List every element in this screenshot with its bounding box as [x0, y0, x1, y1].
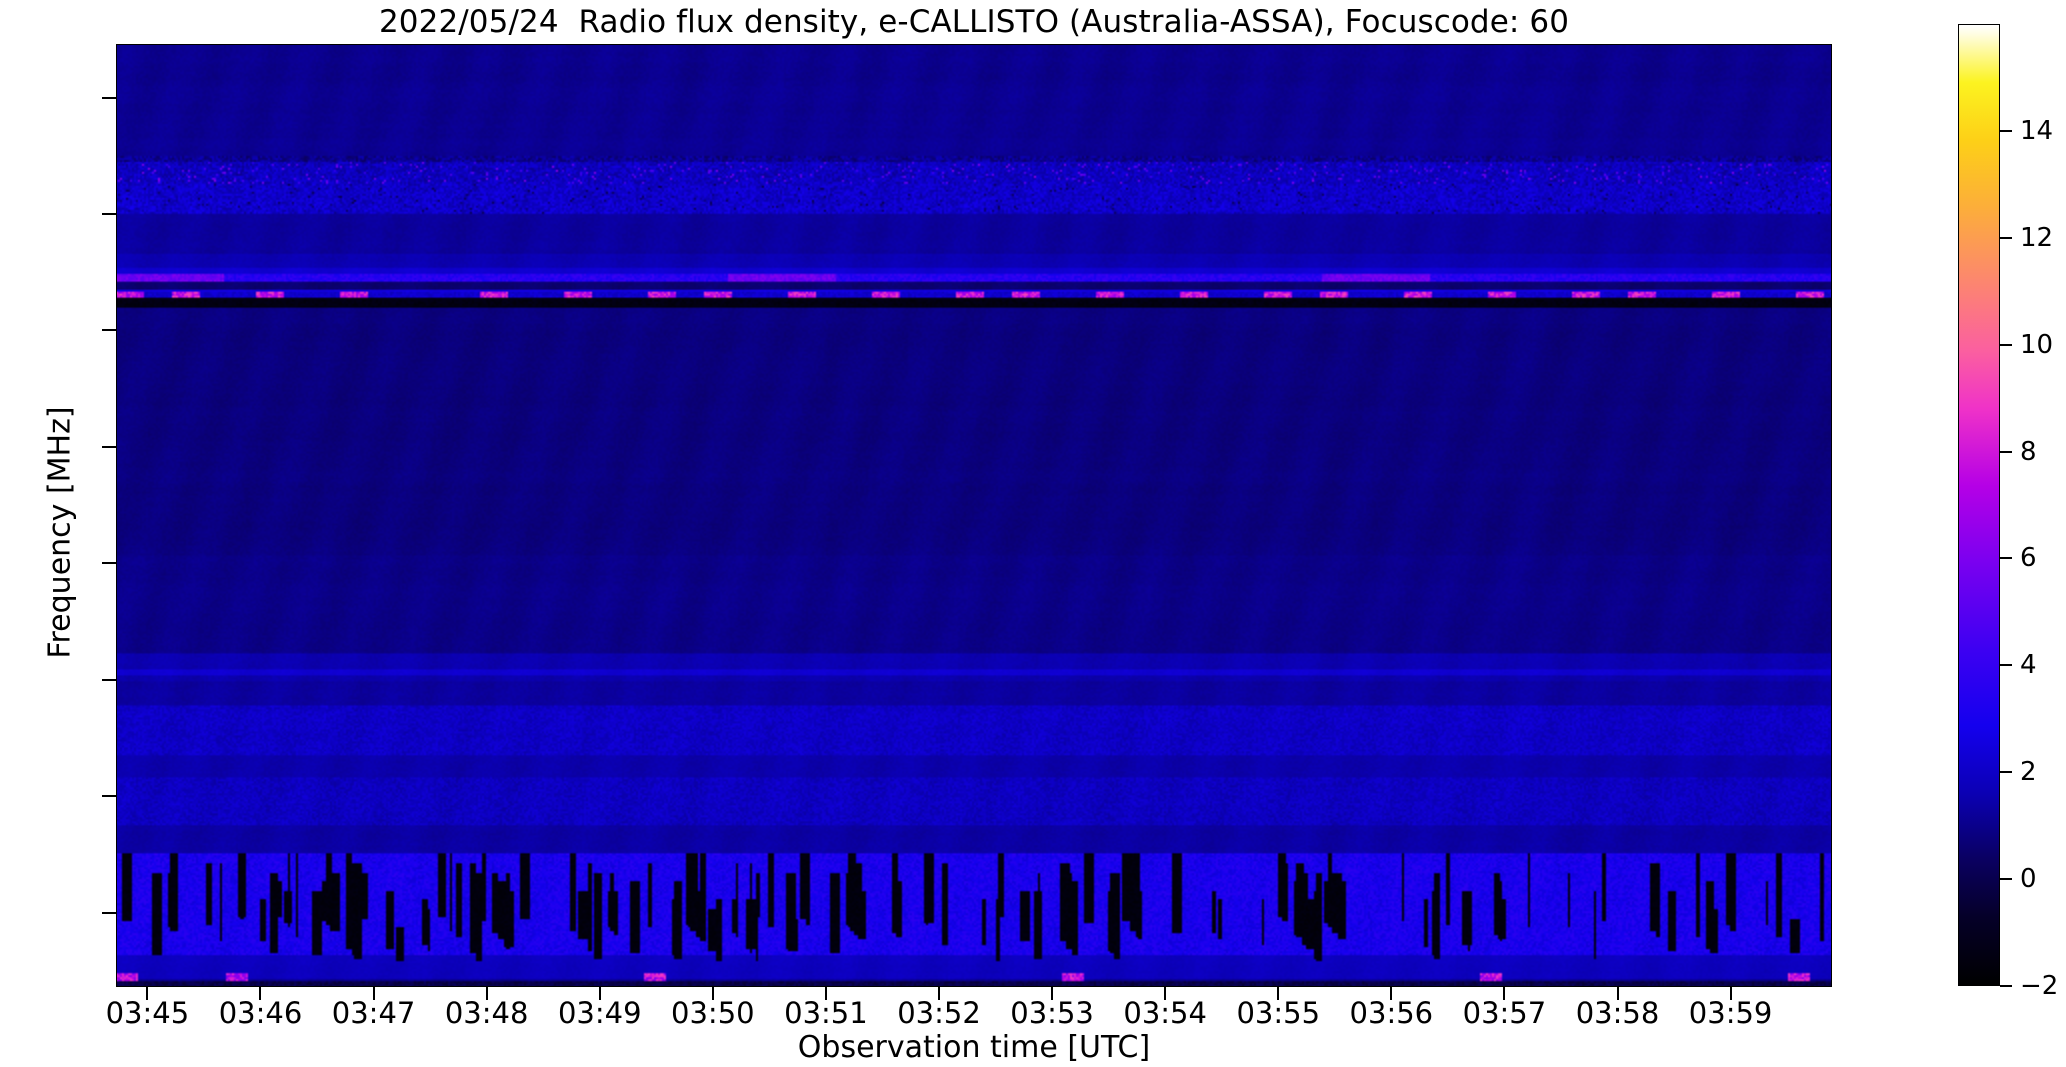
colorbar-tick-mark [2000, 878, 2012, 881]
x-tick-mark [1277, 987, 1280, 1000]
x-tick-mark [146, 987, 149, 1000]
x-tick-mark [1503, 987, 1506, 1000]
x-tick-label: 03:50 [671, 996, 755, 1030]
x-tick-label: 03:56 [1349, 996, 1434, 1030]
colorbar-tick-mark [2000, 450, 2012, 453]
x-tick-label: 03:49 [557, 996, 642, 1030]
x-tick-label: 03:54 [1123, 996, 1207, 1030]
colorbar-tick-mark [2000, 236, 2012, 239]
x-tick-mark [598, 987, 601, 1000]
x-tick-mark [1164, 987, 1167, 1000]
x-tick-label: 03:53 [1010, 996, 1094, 1030]
x-tick-mark [485, 987, 488, 1000]
colorbar-tick-label: −2 [2020, 971, 2059, 1001]
x-tick-mark [1729, 987, 1732, 1000]
colorbar-tick-mark [2000, 343, 2012, 346]
y-tick-mark [102, 562, 116, 565]
x-tick-mark [1051, 987, 1054, 1000]
x-tick-mark [824, 987, 827, 1000]
colorbar-tick-label: 4 [2020, 650, 2037, 681]
x-tick-label: 03:46 [218, 996, 303, 1030]
x-tick-label: 03:51 [784, 996, 868, 1030]
colorbar-tick-mark [2000, 664, 2012, 667]
colorbar-tick-label: 6 [2020, 543, 2037, 574]
x-tick-mark [372, 987, 375, 1000]
x-tick-mark [1390, 987, 1393, 1000]
spectrogram-plot-area[interactable] [116, 44, 1832, 987]
y-tick-mark [102, 329, 116, 332]
x-tick-label: 03:48 [444, 996, 529, 1030]
y-tick-mark [102, 445, 116, 448]
x-tick-mark [1616, 987, 1619, 1000]
x-tick-label: 03:58 [1575, 996, 1660, 1030]
x-tick-label: 03:57 [1462, 996, 1547, 1030]
x-tick-label: 03:47 [331, 996, 416, 1030]
colorbar-tick-mark [2000, 985, 2012, 987]
x-tick-label: 03:45 [105, 996, 190, 1030]
x-tick-mark [937, 987, 940, 1000]
y-tick-mark [102, 795, 116, 798]
x-tick-label: 03:52 [897, 996, 981, 1030]
colorbar-tick-label: 2 [2020, 757, 2037, 788]
colorbar-tick-mark [2000, 557, 2012, 560]
x-tick-label: 03:59 [1688, 996, 1773, 1030]
colorbar-tick-label: 14 [2020, 115, 2054, 146]
colorbar-tick-label: 10 [2020, 329, 2054, 360]
x-tick-mark [259, 987, 262, 1000]
colorbar-tick-mark [2000, 129, 2012, 132]
spectrogram-image [116, 44, 1832, 987]
colorbar [1958, 24, 2000, 986]
y-tick-mark [102, 96, 116, 99]
x-axis-label: Observation time [UTC] [797, 1030, 1151, 1065]
y-tick-mark [102, 213, 116, 216]
x-tick-mark [711, 987, 714, 1000]
y-axis-label: Frequency [MHz] [42, 406, 78, 659]
page-title: 2022/05/24 Radio flux density, e-CALLIST… [378, 4, 1570, 40]
y-tick-mark [102, 911, 116, 914]
colorbar-tick-label: 8 [2020, 436, 2037, 467]
y-tick-mark [102, 678, 116, 681]
colorbar-tick-mark [2000, 771, 2012, 774]
x-tick-label: 03:55 [1236, 996, 1321, 1030]
colorbar-tick-label: 0 [2020, 864, 2037, 895]
colorbar-tick-label: 12 [2020, 222, 2054, 253]
